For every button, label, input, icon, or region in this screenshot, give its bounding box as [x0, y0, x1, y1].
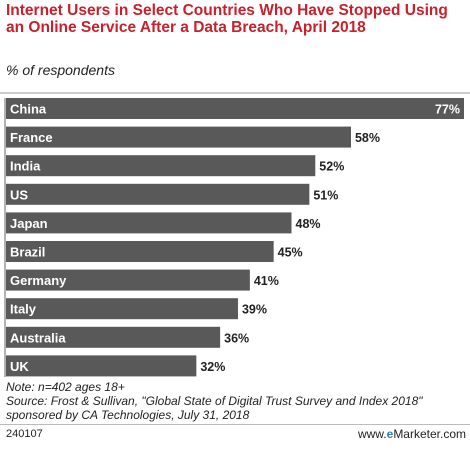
value-label: 51%	[313, 188, 338, 202]
value-label: 77%	[435, 103, 460, 117]
bar	[6, 212, 292, 234]
chart-id: 240107	[6, 428, 43, 440]
bar	[6, 98, 464, 119]
bar	[6, 155, 316, 177]
bar	[6, 326, 221, 348]
brand-prefix: www.	[357, 427, 387, 441]
value-label: 39%	[242, 303, 267, 317]
bar	[6, 269, 250, 291]
value-label: 32%	[200, 360, 225, 374]
brand-logo: www.eMarketer.com	[358, 427, 466, 441]
bar	[6, 241, 274, 262]
bar-chart: China 77% France 58% India 52% US 51% Japan 48% Br…	[0, 92, 470, 377]
value-label: 52%	[319, 160, 344, 174]
brand-e: e	[386, 427, 394, 441]
chart-title: Internet Users in Select Countries Who H…	[6, 2, 448, 36]
bar	[6, 126, 351, 148]
bar	[6, 355, 197, 377]
bar	[6, 183, 310, 205]
value-label: 45%	[278, 246, 303, 260]
chart-subtitle: % of respondents	[6, 62, 115, 78]
category-label: Brazil	[10, 245, 45, 260]
value-label: 41%	[254, 274, 279, 288]
category-label: Australia	[10, 330, 66, 345]
value-label: 58%	[355, 131, 380, 145]
category-label: UK	[10, 359, 29, 374]
category-label: Italy	[10, 302, 37, 317]
bar	[6, 298, 238, 320]
note-text: Note: n=402 ages 18+	[6, 380, 125, 394]
category-label: Germany	[10, 273, 67, 288]
value-label: 36%	[224, 331, 249, 345]
category-label: India	[10, 159, 41, 174]
brand-suffix: Marketer.com	[393, 427, 466, 441]
chart-notes: Note: n=402 ages 18+ Source: Frost & Sul…	[6, 380, 468, 422]
category-label: Japan	[10, 216, 48, 231]
category-label: China	[10, 102, 47, 117]
category-label: US	[10, 187, 28, 202]
category-label: France	[10, 130, 53, 145]
value-label: 48%	[296, 217, 321, 231]
source-text: Source: Frost & Sullivan, "Global State …	[6, 394, 423, 422]
footer-divider	[0, 424, 470, 425]
